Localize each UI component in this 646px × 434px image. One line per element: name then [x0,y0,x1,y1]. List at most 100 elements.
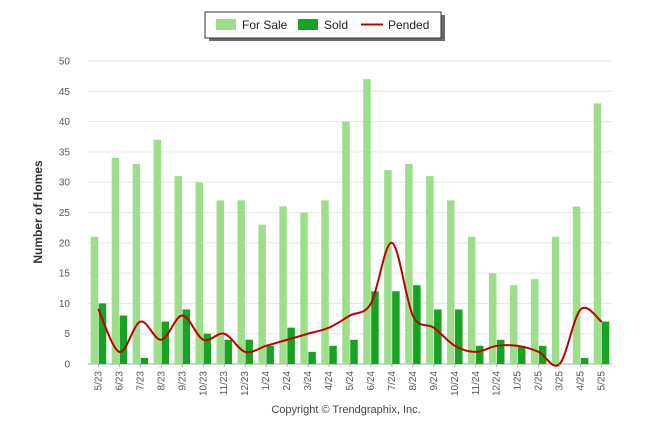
y-tick-label: 10 [59,299,71,310]
legend-label-sold: Sold [324,18,348,32]
x-tick-label: 10/23 [198,371,209,396]
x-tick-label: 4/25 [576,371,587,391]
bar-sold [266,345,274,364]
bar-for-sale [530,279,539,364]
bar-for-sale [111,157,120,364]
pended-point [454,345,456,347]
bar-for-sale [426,176,434,364]
pended-point [244,351,246,353]
bar-for-sale [195,182,204,364]
bar-sold [434,309,442,364]
y-tick-label: 50 [59,57,71,68]
bar-sold [455,309,463,364]
bar-sold [287,327,295,364]
bar-sold [371,291,379,364]
pended-point [391,242,393,244]
bar-for-sale [363,79,371,365]
bar-sold [182,309,191,364]
bar-for-sale [488,273,497,364]
x-tick-label: 1/24 [261,371,272,391]
pended-point [202,338,205,341]
bar-sold [329,345,337,364]
pended-point [370,302,372,305]
bar-for-sale [384,170,392,364]
x-tick-label: 11/23 [219,371,230,396]
bar-sold [119,315,128,364]
x-tick-label: 9/24 [429,371,440,391]
x-tick-label: 6/24 [366,371,377,391]
bar-sold [350,339,358,364]
legend-label-for-sale: For Sale [242,18,288,32]
pended-point [433,326,435,329]
bar-for-sale [153,139,162,364]
pended-point [286,338,288,341]
bar-sold [496,339,505,364]
y-tick-label: 25 [59,208,71,219]
bar-sold [580,357,589,364]
x-tick-label: 2/25 [534,371,545,391]
y-tick-label: 40 [59,117,71,128]
bar-for-sale [509,285,518,364]
y-tick-label: 20 [59,238,71,249]
pended-point [223,332,226,335]
legend-swatch-for-sale [216,19,236,30]
x-tick-label: 5/23 [93,371,104,391]
pended-point [265,345,267,347]
y-tick-label: 15 [59,269,71,280]
bar-for-sale [132,164,141,364]
x-tick-label: 11/24 [471,371,482,396]
pended-point [579,308,582,311]
bar-for-sale [174,176,183,364]
pended-point [328,326,330,329]
x-tick-label: 7/24 [387,371,398,391]
bar-for-sale [216,200,224,364]
bar-sold [203,333,212,364]
pended-point [160,338,163,341]
bar-sold [517,345,526,364]
y-tick-label: 35 [59,147,71,158]
legend-swatch-sold [298,19,318,30]
x-tick-label: 5/24 [345,371,356,391]
bar-for-sale [551,236,560,364]
y-tick-label: 5 [64,329,70,340]
legend-label-pended: Pended [388,18,429,32]
x-axis-ticks: 5/23 6/23 7/23 8/23 9/23 10/23 11/23 12/23 1/24 2… [93,364,608,396]
pended-point [118,351,121,353]
bar-sold [98,303,107,364]
x-tick-label: 4/24 [324,371,335,391]
pended-point [97,308,100,311]
legend-box [204,11,442,39]
pended-point [474,351,477,353]
bar-sold [161,321,170,364]
bar-for-sale [342,121,350,364]
y-axis-label: Number of Homes [31,160,45,264]
x-tick-label: 1/25 [513,371,524,391]
bar-for-sale [572,206,581,364]
bar-for-sale [321,200,329,364]
x-tick-label: 8/24 [408,371,419,391]
bar-for-sale [593,103,602,365]
pended-point [139,320,142,323]
x-tick-label: 8/23 [156,371,167,391]
bar-for-sale [405,164,413,364]
x-tick-label: 12/24 [492,371,503,396]
pended-point [516,345,519,347]
bar-for-sale [237,200,245,364]
bar-sold [476,345,484,364]
bar-sold [140,357,149,364]
bar-for-sale [258,224,266,364]
bar-sold [413,285,421,364]
y-tick-label: 0 [64,360,70,371]
x-tick-label: 10/24 [450,371,461,396]
x-tick-label: 3/24 [303,371,314,391]
x-tick-label: 9/23 [177,371,188,391]
bar-for-sale [279,206,287,364]
x-tick-label: 5/25 [597,371,608,391]
pended-point [412,314,414,317]
bar-sold [224,339,232,364]
bar-sold [308,351,316,364]
bar-for-sale [447,200,455,364]
bar-for-sale [468,236,476,364]
x-tick-label: 6/23 [114,371,125,391]
